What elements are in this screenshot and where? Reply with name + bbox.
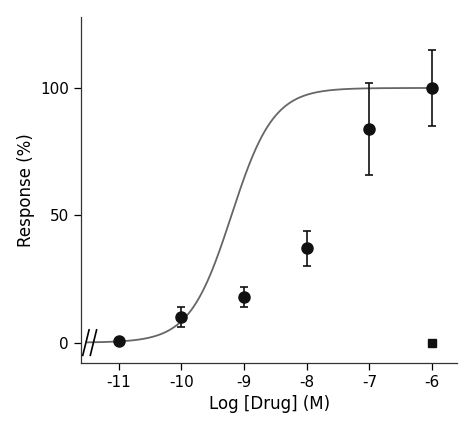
Y-axis label: Response (%): Response (%) [17,133,35,247]
X-axis label: Log [Drug] (M): Log [Drug] (M) [209,395,330,413]
